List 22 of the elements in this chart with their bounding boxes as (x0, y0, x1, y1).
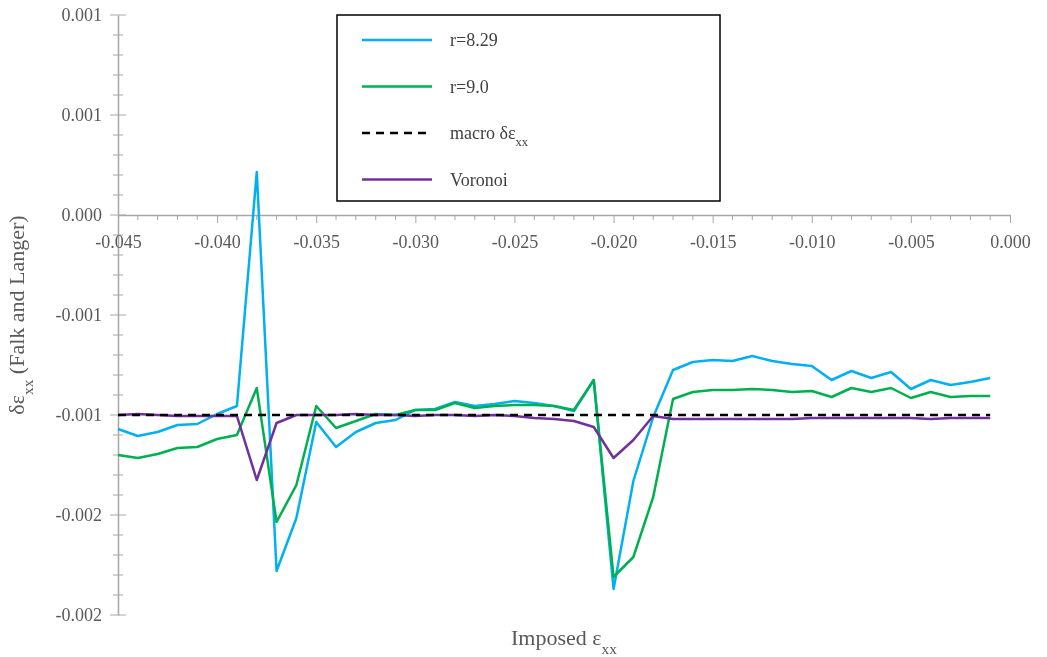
x-tick-label: -0.015 (689, 231, 737, 252)
x-tick-label: -0.025 (491, 231, 539, 252)
x-tick-label: -0.005 (888, 231, 935, 252)
x-axis-title: Imposed ε$_{xx}$ (511, 625, 618, 657)
y-tick-label: 0.001 (61, 5, 102, 26)
x-tick-label: -0.030 (392, 231, 440, 252)
y-tick-label: -0.001 (55, 405, 102, 426)
y-tick-label: 0.000 (61, 205, 102, 226)
x-tick-label: -0.020 (590, 231, 638, 252)
x-tick-label: -0.010 (789, 231, 836, 252)
y-tick-label: -0.002 (55, 605, 102, 626)
x-tick-label: -0.035 (293, 231, 340, 252)
y-tick-label: -0.002 (55, 505, 102, 526)
y-tick-label: -0.001 (55, 305, 102, 326)
x-tick-label: 0.000 (990, 231, 1031, 252)
legend-label: r=8.29 (450, 30, 498, 50)
legend-label: r=9.0 (450, 76, 489, 97)
x-tick-label: -0.045 (95, 231, 142, 252)
legend-label: Voronoi (450, 169, 508, 190)
x-tick-label: -0.040 (194, 231, 241, 252)
y-tick-label: 0.001 (61, 105, 102, 126)
legend-label: macro δε$_{xx}$ (450, 123, 529, 149)
